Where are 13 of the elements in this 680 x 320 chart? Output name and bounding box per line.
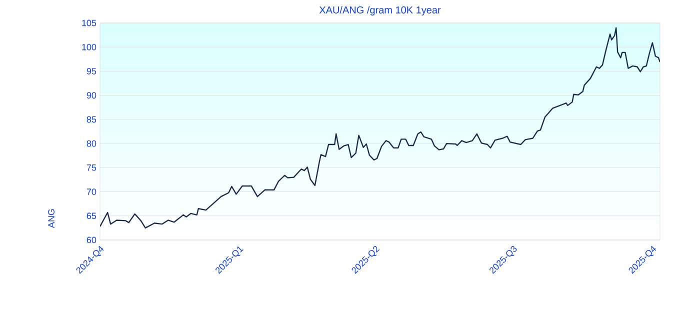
y-tick-label: 100 xyxy=(82,44,96,50)
y-tick-label: 60 xyxy=(86,236,96,244)
y-tick-label: 65 xyxy=(86,212,96,220)
y-tick-label: 80 xyxy=(86,140,96,147)
y-tick-label: 90 xyxy=(86,92,96,99)
y-tick-label: 105 xyxy=(82,20,96,26)
y-axis-title: ANG xyxy=(48,209,54,228)
y-tick-label: 70 xyxy=(86,188,96,195)
line-series xyxy=(100,27,660,229)
y-tick-label: 75 xyxy=(86,164,96,171)
chart-title: XAU/ANG /gram 10K 1year xyxy=(319,6,441,16)
y-tick-label: 85 xyxy=(86,116,96,123)
y-tick-label: 95 xyxy=(86,68,96,74)
